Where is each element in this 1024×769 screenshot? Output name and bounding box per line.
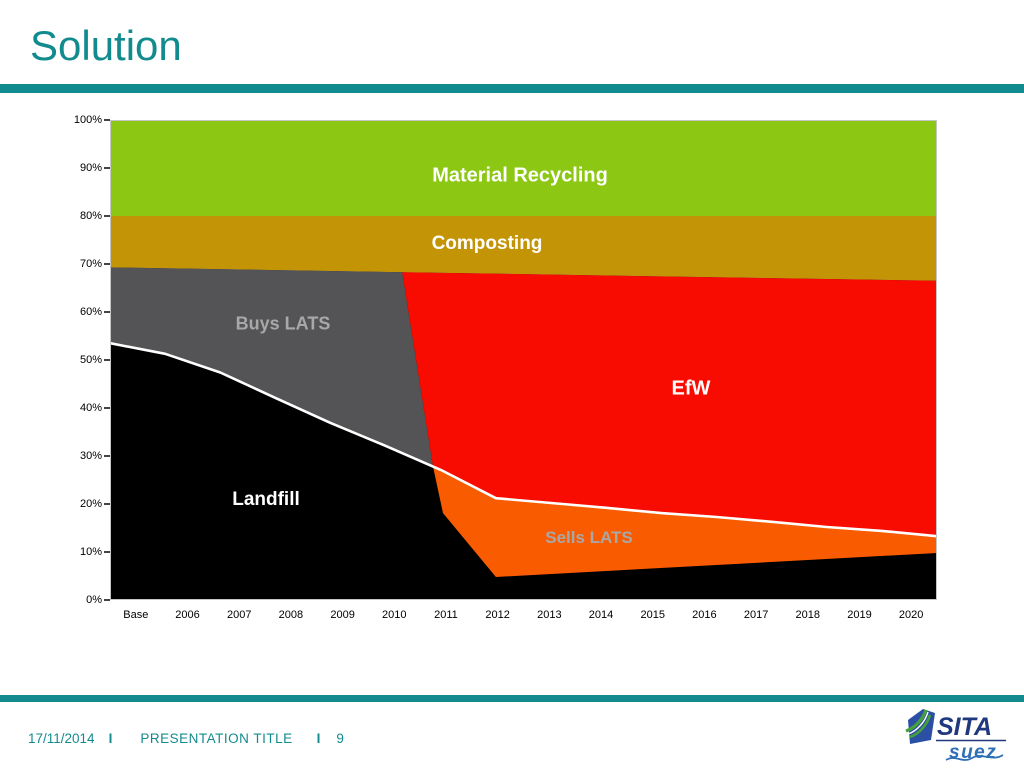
y-tick-label-80pct: 80% bbox=[79, 210, 102, 222]
y-tick-label-40pct: 40% bbox=[79, 402, 102, 414]
suez-logo-text: suez bbox=[949, 742, 997, 763]
y-tick-mark bbox=[104, 599, 110, 601]
y-tick-mark bbox=[104, 407, 110, 409]
x-tick-label-2015: 2015 bbox=[640, 609, 665, 621]
y-tick-mark bbox=[104, 455, 110, 457]
x-tick-label-2010: 2010 bbox=[382, 609, 407, 621]
x-tick-label-2020: 2020 bbox=[898, 609, 924, 621]
y-tick-mark bbox=[104, 359, 110, 361]
area-material-recycling bbox=[110, 120, 937, 216]
y-tick-label-0pct: 0% bbox=[86, 594, 102, 606]
x-tick-label-2009: 2009 bbox=[330, 609, 355, 621]
y-tick-mark bbox=[104, 167, 110, 169]
x-tick-label-2007: 2007 bbox=[226, 609, 252, 621]
y-tick-label-10pct: 10% bbox=[79, 546, 102, 558]
y-tick-mark bbox=[104, 263, 110, 265]
y-tick-mark bbox=[104, 311, 110, 313]
chart-plot-area bbox=[110, 120, 937, 600]
x-tick-label-2019: 2019 bbox=[847, 609, 872, 621]
plot-border bbox=[110, 120, 937, 600]
area-efw bbox=[402, 272, 937, 537]
x-tick-label-2013: 2013 bbox=[537, 609, 562, 621]
chart-label-material-recycling: Material Recycling bbox=[432, 164, 608, 187]
x-tick-label-2008: 2008 bbox=[278, 609, 304, 621]
footer: 17/11/2014 I PRESENTATION TITLE I 9 bbox=[28, 731, 344, 746]
y-tick-label-100pct: 100% bbox=[73, 114, 102, 126]
page-title: Solution bbox=[30, 22, 182, 69]
sita-suez-logo: SITA suez bbox=[896, 704, 1012, 764]
chart-label-sells-lats: Sells LATS bbox=[545, 528, 633, 547]
y-tick-label-30pct: 30% bbox=[79, 450, 102, 462]
x-tick-label-base: Base bbox=[123, 609, 149, 621]
footer-separator-1: I bbox=[108, 731, 113, 746]
chart-label-buys-lats: Buys LATS bbox=[235, 313, 331, 334]
y-tick-mark bbox=[104, 551, 110, 553]
y-tick-label-70pct: 70% bbox=[79, 258, 102, 270]
x-tick-label-2017: 2017 bbox=[743, 609, 769, 621]
y-tick-label-90pct: 90% bbox=[79, 162, 102, 174]
sita-logo-green-swoosh-1 bbox=[905, 709, 928, 733]
x-tick-label-2011: 2011 bbox=[434, 609, 458, 621]
area-buys-lats bbox=[110, 267, 434, 467]
sita-logo-white-swoosh bbox=[907, 711, 929, 735]
landfill-boundary-line bbox=[110, 341, 937, 538]
x-tick-label-2018: 2018 bbox=[795, 609, 821, 621]
sita-logo-text: SITA bbox=[937, 713, 992, 741]
y-tick-label-20pct: 20% bbox=[79, 498, 102, 510]
x-tick-label-2006: 2006 bbox=[175, 609, 200, 621]
suez-logo-wave-underline bbox=[945, 754, 1004, 761]
chart-label-efw: EfW bbox=[671, 377, 711, 400]
y-tick-mark bbox=[104, 119, 110, 121]
y-tick-mark bbox=[104, 503, 110, 505]
area-sells-lats bbox=[433, 467, 937, 577]
x-tick-label-2014: 2014 bbox=[588, 609, 614, 621]
footer-page-number: 9 bbox=[336, 731, 344, 746]
area-composting bbox=[110, 216, 937, 281]
footer-presentation-title: PRESENTATION TITLE bbox=[140, 731, 293, 746]
footer-separator-2: I bbox=[316, 731, 321, 746]
title-divider-bar bbox=[0, 84, 1024, 93]
sita-logo-green-swoosh-2 bbox=[909, 714, 932, 739]
footer-date: 17/11/2014 bbox=[28, 731, 95, 746]
x-tick-label-2016: 2016 bbox=[692, 609, 717, 621]
y-tick-label-60pct: 60% bbox=[79, 306, 102, 318]
y-tick-mark bbox=[104, 215, 110, 217]
sita-suez-logo-svg: SITA suez bbox=[905, 709, 1006, 763]
footer-divider-bar bbox=[0, 695, 1024, 702]
chart-label-composting: Composting bbox=[431, 233, 543, 254]
chart-label-landfill: Landfill bbox=[232, 489, 300, 510]
y-tick-label-50pct: 50% bbox=[79, 354, 102, 366]
x-tick-label-2012: 2012 bbox=[485, 609, 510, 621]
